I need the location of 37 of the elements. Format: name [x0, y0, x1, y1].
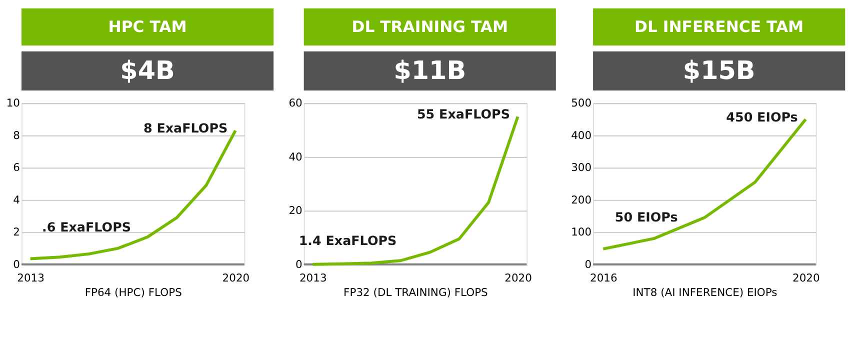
x-tick-label: 2016 [590, 271, 618, 284]
y-tick-label: 6 [13, 161, 20, 174]
chart-subtitle: $11B [394, 54, 466, 85]
annotation: .6 ExaFLOPS [42, 219, 132, 234]
x-tick-label: 2020 [222, 271, 250, 284]
y-tick-label: 4 [13, 193, 20, 206]
x-tick-label: 2013 [17, 271, 44, 284]
y-tick-label: 8 [13, 128, 20, 142]
y-tick-label: 0 [13, 258, 20, 271]
y-tick-label: 0 [584, 258, 592, 271]
annotation: 50 EIOPs [614, 210, 678, 225]
annotation: 450 EIOPs [726, 109, 798, 124]
x-axis-title: FP32 (DL TRAINING) FLOPS [344, 286, 488, 300]
y-tick-label: 300 [571, 161, 592, 174]
y-tick-label: 2 [13, 226, 20, 239]
chart-title: DL TRAINING TAM [352, 16, 508, 36]
y-tick-label: 400 [571, 128, 592, 142]
chart-subtitle: $4B [120, 54, 175, 85]
annotation: 1.4 ExaFLOPS [298, 232, 397, 248]
annotation: 8 ExaFLOPS [143, 120, 228, 136]
chart-title: HPC TAM [108, 16, 187, 36]
y-tick-label: 60 [288, 96, 303, 110]
x-tick-label: 2013 [299, 271, 327, 284]
x-tick-label: 2020 [504, 271, 532, 284]
y-tick-label: 500 [571, 96, 592, 110]
x-axis-title: FP64 (HPC) FLOPS [84, 286, 182, 300]
x-tick-label: 2020 [792, 271, 820, 284]
y-tick-label: 100 [571, 226, 592, 239]
y-tick-label: 40 [288, 150, 303, 164]
y-tick-label: 10 [6, 96, 20, 110]
y-tick-label: 0 [296, 258, 303, 271]
y-tick-label: 20 [288, 204, 303, 218]
annotation: 55 ExaFLOPS [416, 106, 510, 122]
x-axis-title: INT8 (AI INFERENCE) EIOPs [632, 286, 778, 300]
chart-subtitle: $15B [682, 54, 756, 85]
chart-title: DL INFERENCE TAM [634, 16, 804, 36]
y-tick-label: 200 [571, 193, 592, 206]
